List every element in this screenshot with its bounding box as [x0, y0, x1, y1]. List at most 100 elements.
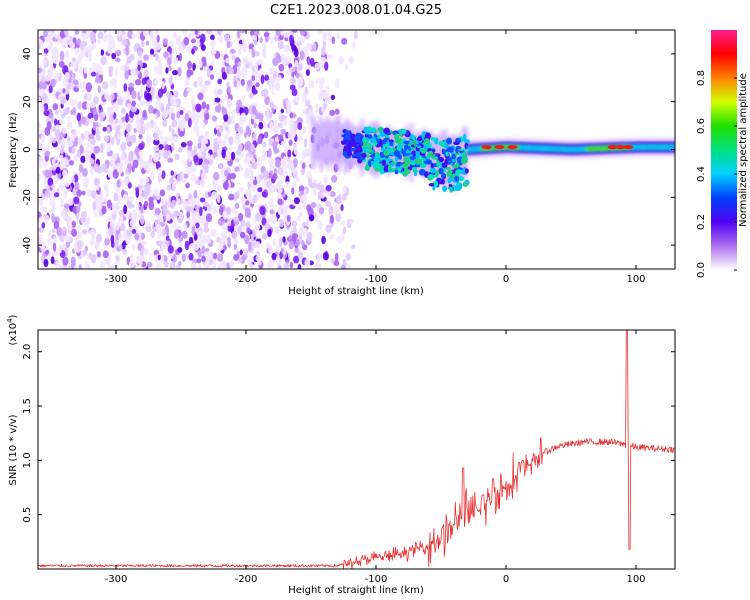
- spectrogram-noise-cell: [47, 229, 52, 238]
- spectrogram-noise-cell: [334, 252, 339, 262]
- spectrogram-signal-cell: [379, 168, 384, 175]
- spectrogram-noise-cell: [46, 121, 52, 131]
- spectrogram-noise-cell: [250, 237, 255, 248]
- spectrogram-tone-core: [523, 145, 526, 151]
- spectrogram-noise-cell: [318, 206, 325, 215]
- spectrogram-noise-cell: [102, 250, 109, 259]
- spectrogram-halo-cell: [454, 138, 458, 190]
- spectrogram-noise-cell: [52, 236, 58, 243]
- spectrogram-signal-cell: [429, 167, 437, 174]
- spectrogram-noise-cell: [38, 156, 42, 165]
- spectrogram-noise-cell: [167, 149, 172, 160]
- spectrogram-noise-cell: [160, 254, 165, 263]
- spectrogram-tone-core: [525, 145, 528, 151]
- spectrogram-tone-core: [652, 144, 655, 150]
- spectrogram-noise-cell: [308, 214, 315, 222]
- spectrogram-noise-cell: [327, 53, 334, 59]
- spectrogram-noise-cell: [52, 103, 59, 111]
- spectrogram-noise-cell: [333, 205, 339, 215]
- spectrogram-noise-cell: [78, 264, 83, 269]
- spectrogram-signal-cell: [342, 150, 348, 157]
- spectrogram-noise-cell: [221, 71, 227, 80]
- spectrogram-noise-cell: [81, 40, 88, 47]
- spectrogram-noise-cell: [204, 130, 209, 140]
- spectrogram-noise-cell: [197, 230, 203, 240]
- spectrogram-noise-cell: [192, 166, 197, 173]
- spectrogram-noise-cell: [129, 53, 135, 61]
- spectrogram-noise-cell: [221, 107, 228, 116]
- spectrogram-noise-cell: [333, 260, 340, 267]
- spectrogram-noise-cell: [169, 178, 175, 185]
- colorbar-tick-label: 0.0: [696, 262, 707, 278]
- spectrogram-noise-cell: [162, 37, 168, 46]
- spectrogram-noise-cell: [211, 115, 218, 122]
- snr-x-ticks: -300 -200 -100 0 100: [105, 330, 646, 585]
- spectrogram-signal-cell: [463, 139, 471, 144]
- spectrogram-noise-cell: [165, 213, 171, 222]
- figure-title: C2E1.2023.008.01.04.G25: [270, 3, 442, 18]
- spectrogram-noise-cell: [55, 166, 61, 174]
- spectrogram-noise-cell: [81, 190, 86, 196]
- spectrogram-noise-cell: [73, 87, 80, 93]
- spectrogram-noise-cell: [42, 58, 47, 66]
- spectrogram-noise-cell: [165, 109, 172, 115]
- spectrogram-noise-cell: [229, 172, 237, 180]
- spectrogram-noise-cell: [218, 30, 222, 35]
- spectrogram-noise-cell: [304, 86, 309, 95]
- spectrogram-noise-cell: [146, 133, 152, 144]
- spectrogram-noise-cell: [201, 255, 206, 263]
- spectrogram-noise-cell: [62, 157, 69, 165]
- spectrogram-noise-cell: [255, 82, 260, 88]
- spectrogram-noise-cell: [188, 252, 194, 261]
- spectrogram-signal-cell: [347, 151, 353, 157]
- spectrogram-noise-cell: [51, 89, 57, 98]
- spectrogram-noise-cell: [220, 230, 226, 239]
- spectrogram-noise-cell: [286, 214, 291, 223]
- spectrogram-noise-cell: [187, 60, 193, 70]
- spectrogram-signal-cell: [462, 181, 468, 188]
- spectrogram-noise-cell: [117, 195, 122, 205]
- spectrogram-noise-cell: [231, 208, 238, 215]
- spectrogram-noise-cell: [120, 223, 126, 232]
- spectrogram-noise-cell: [83, 177, 90, 187]
- spectrogram-noise-cell: [201, 161, 206, 170]
- spectrogram-noise-cell: [206, 30, 213, 35]
- spectrogram-noise-cell: [274, 226, 280, 235]
- spectrogram-noise-cell: [184, 112, 189, 122]
- spectrogram-noise-cell: [297, 76, 304, 87]
- spectrogram-signal-cell: [438, 167, 444, 175]
- spectrogram-noise-cell: [157, 88, 164, 98]
- spectrogram-noise-cell: [253, 122, 257, 129]
- spectrogram-noise-cell: [86, 101, 91, 110]
- spectrogram-tone-core: [492, 145, 495, 151]
- spectrogram-noise-cell: [103, 30, 107, 33]
- spectrogram-noise-cell: [52, 242, 57, 252]
- spectrogram-noise-cell: [43, 258, 49, 268]
- spectrogram-noise-cell: [291, 30, 298, 33]
- spectrogram-noise-cell: [191, 263, 198, 269]
- spectrogram-noise-cell: [160, 102, 164, 112]
- spectrogram-noise-cell: [243, 171, 250, 179]
- spectrogram-noise-cell: [93, 113, 99, 122]
- spectrogram-signal-cell: [362, 144, 367, 148]
- spectrogram-noise-cell: [170, 95, 176, 103]
- spectrogram-tone-core: [552, 146, 556, 152]
- spectrogram-noise-cell: [143, 200, 149, 207]
- spectrogram-noise-cell: [315, 79, 319, 85]
- spectrogram-noise-cell: [116, 179, 121, 188]
- spectrogram-noise-cell: [141, 245, 145, 252]
- spectrogram-noise-cell: [241, 37, 246, 45]
- spectrogram-tone-core: [662, 144, 665, 150]
- spectrogram-signal-cell: [446, 137, 453, 145]
- spectrogram-noise-cell: [278, 237, 283, 247]
- snr-x-tick-label: 100: [626, 574, 645, 585]
- spectrogram-noise-cell: [178, 120, 185, 130]
- spectrogram-noise-cell: [64, 52, 70, 59]
- spectrogram-noise-cell: [112, 169, 119, 179]
- spectrogram-noise-cell: [61, 210, 67, 221]
- spectrogram-noise-cell: [289, 123, 295, 133]
- spectrogram-noise-cell: [230, 109, 236, 115]
- spectrogram-noise-cell: [109, 93, 116, 101]
- spectrogram-tone-core: [541, 145, 544, 152]
- spectrogram-noise-cell: [72, 106, 76, 116]
